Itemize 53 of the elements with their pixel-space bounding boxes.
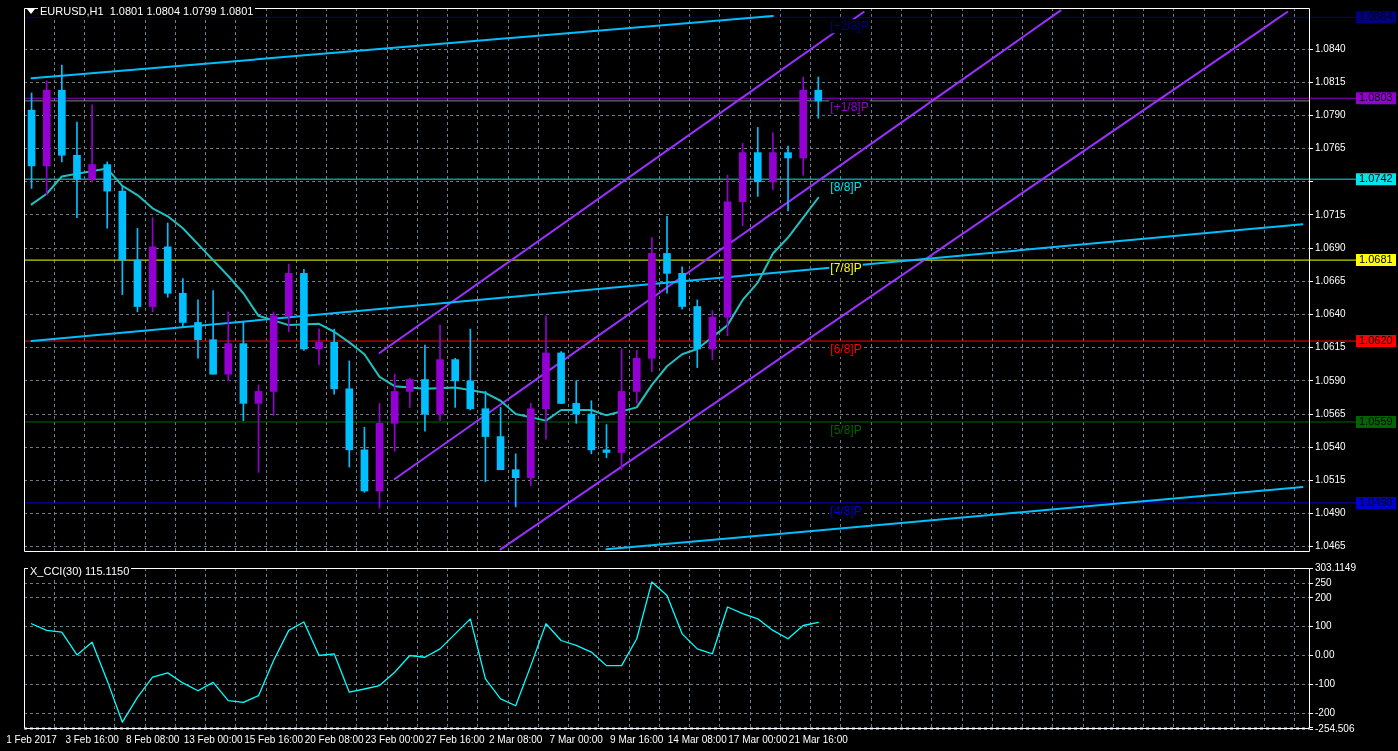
y-tick-label: 1.0665 — [1315, 275, 1347, 287]
y-tick-label: 303.1149 — [1315, 561, 1357, 573]
y-tick-label: 0.00 — [1315, 649, 1335, 661]
y-tick-label: 250 — [1315, 577, 1333, 589]
ref-line-label: 1.0620 — [1359, 334, 1393, 347]
x-tick-label: 27 Feb 16:00 — [425, 733, 486, 745]
annotation: [+2/8]P — [830, 18, 869, 33]
x-tick-label: 15 Feb 16:00 — [244, 733, 304, 745]
y-tick-label: 1.0640 — [1315, 308, 1347, 320]
y-tick-label: 1.0465 — [1315, 540, 1347, 552]
x-tick-label: 17 Mar 00:00 — [728, 733, 788, 745]
ref-line-label: 1.0681 — [1359, 253, 1393, 266]
y-tick-label: 1.0515 — [1315, 474, 1347, 486]
annotation: [5/8]P — [830, 423, 862, 438]
x-tick-label: 13 Feb 00:00 — [183, 733, 244, 745]
annotation: [4/8]P — [830, 504, 862, 519]
annotation: [8/8]P — [830, 180, 862, 195]
y-tick-label: 100 — [1315, 620, 1333, 632]
y-tick-label: 1.0540 — [1315, 440, 1347, 452]
x-tick-label: 14 Mar 08:00 — [667, 733, 728, 745]
y-tick-label: 1.0715 — [1315, 208, 1347, 220]
x-tick-label: 3 Feb 16:00 — [65, 733, 120, 745]
y-tick-label: -200 — [1315, 707, 1336, 719]
ref-line-label: 1.0559 — [1359, 415, 1393, 427]
x-tick-label: 23 Feb 00:00 — [365, 733, 425, 745]
x-tick-label: 7 Mar 00:00 — [549, 733, 604, 745]
chart-title: X_CCI(30) 115.1150 — [28, 565, 132, 577]
x-tick-label: 9 Mar 16:00 — [610, 733, 664, 745]
y-tick-label: 1.0790 — [1315, 109, 1347, 121]
y-tick-label: -100 — [1315, 678, 1336, 690]
y-tick-label: -254.506 — [1315, 722, 1355, 734]
x-tick-label: 20 Feb 08:00 — [304, 733, 365, 745]
x-tick-label: 21 Mar 16:00 — [788, 733, 849, 745]
x-tick-label: 1 Feb 2017 — [6, 733, 58, 745]
ref-line-label: 1.0498 — [1359, 495, 1393, 508]
ref-line-label: 1.0803 — [1359, 91, 1393, 104]
x-tick-label: 8 Feb 08:00 — [125, 733, 180, 745]
ref-line-label: 1.0864 — [1359, 10, 1393, 23]
annotation: [7/8]P — [830, 261, 862, 276]
annotation: [6/8]P — [830, 342, 862, 357]
x-tick-label: 2 Mar 08:00 — [489, 733, 543, 745]
y-tick-label: 1.0615 — [1315, 341, 1347, 353]
y-tick-label: 1.0840 — [1315, 42, 1347, 54]
y-tick-label: 1.0565 — [1315, 407, 1347, 419]
y-tick-label: 1.0590 — [1315, 374, 1347, 386]
ref-line-label: 1.0742 — [1359, 172, 1393, 185]
annotation: [+1/8]P — [830, 99, 869, 114]
y-tick-label: 1.0690 — [1315, 241, 1347, 253]
chart-title: EURUSD,H1 1.0801 1.0804 1.0799 1.0801 — [38, 5, 256, 17]
y-tick-label: 1.0815 — [1315, 76, 1347, 88]
y-tick-label: 200 — [1315, 591, 1333, 603]
y-tick-label: 1.0765 — [1315, 142, 1347, 154]
y-tick-label: 1.0490 — [1315, 507, 1347, 519]
